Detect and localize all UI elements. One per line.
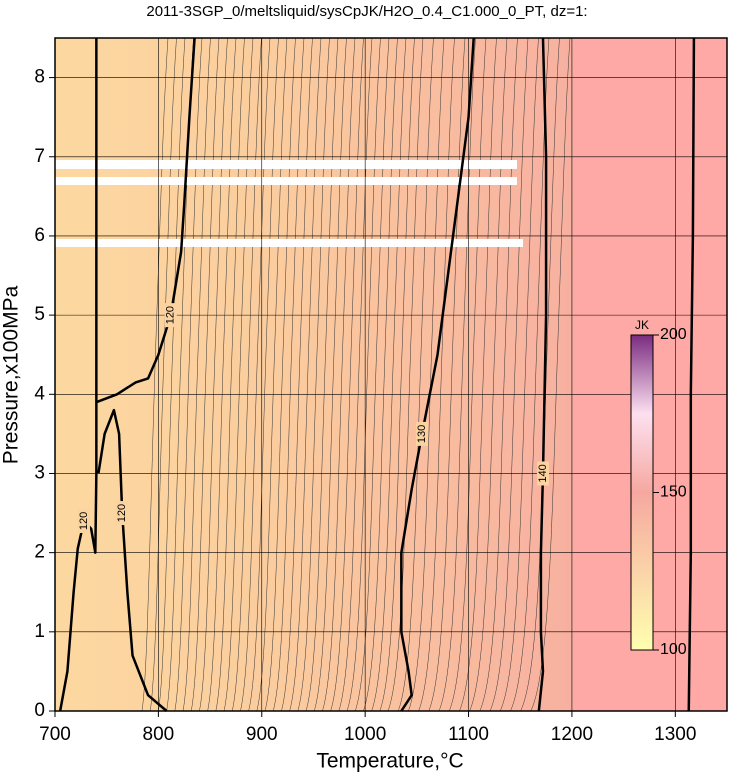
y-tick-label: 4: [34, 383, 45, 404]
colorbar-tick-label: 200: [660, 326, 687, 343]
x-tick-label: 1200: [551, 724, 593, 745]
thin-contour: [520, 37, 560, 712]
plot-frame: [54, 37, 728, 712]
thin-contour: [305, 37, 339, 712]
thin-contour: [346, 37, 381, 712]
thin-contour: [438, 37, 476, 712]
contour-label: 140: [537, 464, 549, 482]
thin-contour: [322, 37, 356, 712]
thin-contour: [379, 37, 415, 712]
x-tick-label: 900: [246, 724, 278, 745]
thin-contour: [223, 37, 254, 712]
colorbar: [630, 334, 654, 651]
x-tick-label: 1300: [654, 724, 696, 745]
thin-contour: [499, 37, 539, 712]
y-axis-label: Pressure,x100MPa: [0, 285, 23, 464]
thin-contour: [272, 37, 305, 712]
thin-contour: [418, 37, 455, 712]
y-tick-label: 8: [34, 67, 45, 88]
colorbar-label: JK: [635, 318, 649, 332]
contour-label: 130: [416, 425, 428, 443]
thin-contour: [141, 37, 169, 712]
contour-label: 120: [165, 306, 177, 324]
thin-contour: [363, 37, 398, 712]
x-tick-label: 1100: [448, 724, 489, 745]
thin-contour: [408, 37, 445, 712]
thin-contour: [469, 37, 508, 712]
thin-contour: [297, 37, 330, 712]
contour-line: [687, 37, 696, 712]
colorbar-tick-label: 100: [660, 641, 687, 658]
thin-contour: [281, 37, 313, 712]
thin-contour: [199, 37, 228, 712]
plot: 120 120 120 130 140: [54, 37, 727, 712]
thin-contour: [397, 37, 434, 712]
thin-contour: [289, 37, 322, 712]
thin-contour: [182, 37, 211, 712]
thin-contour: [256, 37, 288, 712]
thin-contour: [264, 37, 296, 712]
x-tick-label: 800: [143, 724, 175, 745]
data-gap: [55, 177, 517, 185]
thin-contour: [428, 37, 466, 712]
y-tick-label: 0: [34, 700, 45, 721]
thin-contours: [141, 37, 571, 712]
x-tick-label: 1000: [344, 724, 386, 745]
thin-contour: [174, 37, 203, 712]
y-tick-label: 3: [34, 462, 45, 483]
y-tick-label: 5: [34, 304, 45, 325]
thin-contour: [338, 37, 373, 712]
thin-contour: [190, 37, 220, 712]
y-tick-label: 1: [34, 621, 45, 642]
thin-contour: [489, 37, 529, 712]
x-axis-label: Temperature,°C: [316, 750, 463, 773]
colorbar-tick-label: 150: [660, 484, 687, 501]
thin-contour: [530, 37, 571, 712]
thin-contour: [371, 37, 407, 712]
thin-contour: [215, 37, 245, 712]
chart-title: 2011-3SGP_0/meltsliquid/sysCpJK/H2O_0.4_…: [146, 3, 587, 20]
contour-label-bg: [164, 303, 177, 328]
thin-contour: [240, 37, 271, 712]
contour-label-bg: [77, 508, 90, 533]
thin-contour: [459, 37, 497, 712]
thin-contour: [248, 37, 279, 712]
y-tick-label: 2: [34, 542, 45, 563]
contour-label-bg: [116, 501, 129, 526]
contour-label: 120: [78, 512, 90, 530]
y-tick-label: 6: [34, 225, 45, 246]
thin-contour: [313, 37, 347, 712]
contour-label: 120: [116, 504, 128, 522]
contour-line: [95, 37, 196, 404]
data-gap: [55, 239, 523, 247]
field-low: [55, 38, 573, 711]
thin-contour: [330, 37, 364, 712]
y-tick-label: 7: [34, 146, 45, 167]
thin-contour: [158, 37, 186, 712]
contour-label-bg: [416, 421, 429, 446]
contour-label-bg: [536, 461, 549, 486]
data-gap: [55, 160, 517, 169]
thin-contour: [207, 37, 237, 712]
thin-contour: [479, 37, 518, 712]
thin-contour: [448, 37, 487, 712]
contour-line: [537, 37, 548, 712]
thin-contour: [231, 37, 262, 712]
thin-contour: [387, 37, 424, 712]
x-tick-label: 700: [39, 724, 71, 745]
